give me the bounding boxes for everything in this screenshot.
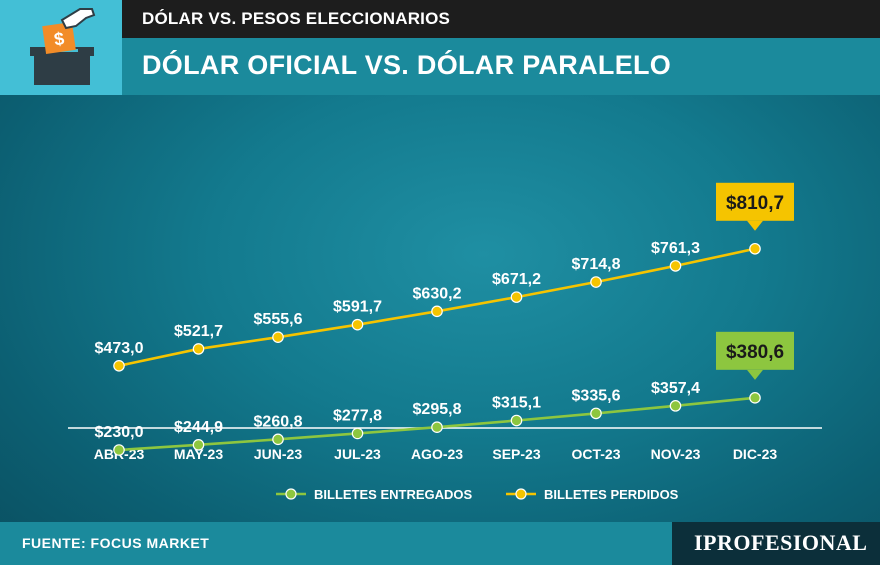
data-point-perdidos — [590, 276, 602, 288]
data-label-perdidos: $555,6 — [254, 311, 303, 328]
legend-label-perdidos: BILLETES PERDIDOS — [544, 487, 679, 502]
callout-pointer-perdidos — [747, 220, 763, 231]
x-tick-label: AGO-23 — [411, 446, 463, 462]
data-label-perdidos: $810,7 — [726, 193, 784, 214]
data-label-entregados: $260,8 — [254, 413, 303, 430]
data-label-perdidos: $671,2 — [492, 271, 541, 288]
x-tick-label: NOV-23 — [651, 446, 701, 462]
logo-box: $ — [0, 0, 122, 95]
source-text: FUENTE: FOCUS MARKET — [22, 535, 210, 551]
legend-marker-perdidos — [515, 488, 527, 500]
data-label-entregados: $357,4 — [651, 380, 700, 397]
data-point-entregados — [351, 427, 364, 440]
data-label-entregados: $277,8 — [333, 407, 382, 424]
svg-text:$: $ — [53, 28, 66, 49]
data-point-perdidos — [749, 242, 761, 255]
data-point-entregados — [272, 433, 284, 446]
data-label-entregados: $315,1 — [492, 395, 541, 412]
data-point-perdidos — [351, 318, 364, 331]
data-point-perdidos — [669, 260, 682, 272]
data-label-perdidos: $714,8 — [572, 256, 621, 273]
callout-box-perdidos — [716, 182, 794, 221]
x-tick-label: JUN-23 — [254, 446, 302, 462]
x-tick-label: MAY-23 — [174, 446, 224, 462]
data-point-perdidos — [192, 343, 205, 355]
callout-box-entregados — [716, 331, 794, 370]
data-point-entregados — [510, 414, 523, 427]
data-point-perdidos — [510, 291, 523, 303]
callout-pointer-entregados — [747, 369, 763, 380]
legend-label-entregados: BILLETES ENTREGADOS — [314, 487, 473, 502]
data-label-perdidos: $473,0 — [95, 340, 144, 357]
title-bar: DÓLAR OFICIAL VS. DÓLAR PARALELO — [122, 38, 880, 95]
data-point-entregados — [590, 407, 602, 420]
data-label-entregados: $244,9 — [174, 419, 223, 436]
data-label-perdidos: $630,2 — [413, 285, 462, 302]
data-point-perdidos — [272, 331, 284, 343]
brand-box: IPROFESIONAL — [672, 522, 880, 565]
data-point-entregados — [749, 392, 761, 404]
data-point-entregados — [192, 439, 205, 451]
data-point-entregados — [669, 400, 682, 412]
data-label-perdidos: $521,7 — [174, 323, 223, 340]
ballot-box-dollar-icon: $ — [30, 8, 96, 85]
data-label-perdidos: $591,7 — [333, 299, 382, 316]
kicker-bar: DÓLAR VS. PESOS ELECCIONARIOS — [122, 0, 880, 38]
x-tick-label: OCT-23 — [571, 446, 620, 462]
kicker: DÓLAR VS. PESOS ELECCIONARIOS — [142, 9, 451, 28]
x-tick-label: DIC-23 — [733, 446, 778, 462]
line-chart: ABR-23MAY-23JUN-23JUL-23AGO-23SEP-23OCT-… — [68, 182, 822, 502]
data-label-perdidos: $761,3 — [651, 240, 700, 257]
footer: FUENTE: FOCUS MARKET IPROFESIONAL — [0, 522, 880, 565]
header: $ DÓLAR VS. PESOS ELECCIONARIOS DÓLAR OF… — [0, 0, 880, 95]
data-label-entregados: $230,0 — [95, 424, 144, 441]
data-label-entregados: $295,8 — [413, 401, 462, 418]
x-tick-label: JUL-23 — [334, 446, 381, 462]
data-point-entregados — [113, 444, 125, 456]
brand-logo: IPROFESIONAL — [694, 530, 868, 555]
data-label-entregados: $380,6 — [726, 342, 784, 363]
chart-title: DÓLAR OFICIAL VS. DÓLAR PARALELO — [142, 50, 672, 80]
x-tick-label: SEP-23 — [492, 446, 540, 462]
data-label-entregados: $335,6 — [572, 387, 621, 404]
data-point-entregados — [431, 421, 443, 434]
legend-marker-entregados — [285, 488, 297, 500]
data-point-perdidos — [431, 305, 443, 318]
data-point-perdidos — [113, 360, 125, 372]
